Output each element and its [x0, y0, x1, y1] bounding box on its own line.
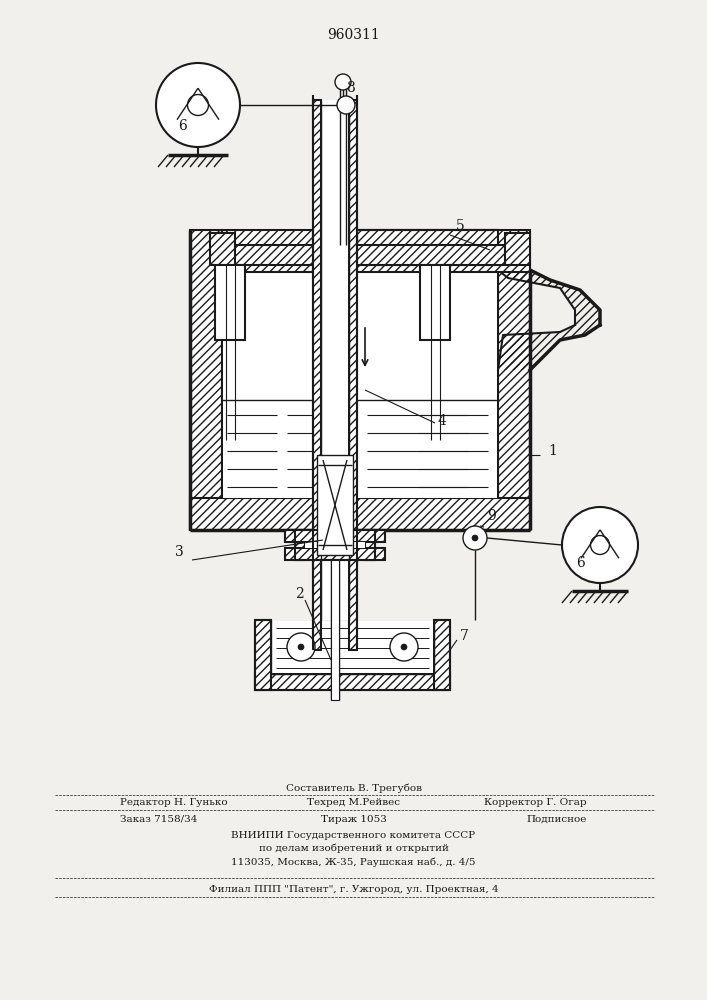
Circle shape [590, 536, 609, 554]
Circle shape [298, 644, 304, 650]
Bar [190, 230, 222, 530]
Bar [434, 620, 450, 690]
Bar [317, 455, 353, 555]
Bar [255, 674, 450, 690]
Text: Филиал ППП "Патент", г. Ужгород, ул. Проектная, 4: Филиал ППП "Патент", г. Ужгород, ул. Про… [209, 884, 498, 894]
Bar [331, 560, 339, 700]
Text: ВНИИПИ Государственного комитета СССР: ВНИИПИ Государственного комитета СССР [231, 830, 476, 840]
Circle shape [390, 633, 418, 661]
Bar [295, 530, 305, 560]
Bar [357, 230, 498, 265]
Text: 960311: 960311 [327, 28, 380, 42]
Circle shape [187, 95, 209, 115]
Text: 4: 4 [438, 414, 447, 428]
Bar [210, 233, 235, 265]
Text: Редактор Н. Гунько: Редактор Н. Гунько [120, 798, 228, 807]
Bar [322, 100, 348, 620]
Bar [223, 400, 497, 498]
Text: 1: 1 [548, 444, 557, 458]
Text: 7: 7 [460, 629, 469, 643]
Text: 113035, Москва, Ж-35, Раушская наб., д. 4/5: 113035, Москва, Ж-35, Раушская наб., д. … [231, 857, 476, 867]
Bar [357, 230, 530, 272]
Text: по делам изобретений и открытий: по делам изобретений и открытий [259, 843, 448, 853]
Bar [349, 100, 357, 650]
Bar [222, 230, 313, 272]
Circle shape [562, 507, 638, 583]
Text: 3: 3 [175, 545, 184, 559]
Bar [255, 620, 271, 690]
Circle shape [472, 535, 478, 541]
Bar [272, 621, 433, 673]
Bar [223, 262, 497, 400]
Text: 9: 9 [487, 509, 496, 523]
Bar [305, 542, 365, 548]
Bar [505, 233, 530, 265]
Bar [285, 530, 385, 542]
Text: 6: 6 [576, 556, 585, 570]
Bar [230, 245, 510, 265]
Bar [215, 265, 245, 340]
Bar [190, 498, 530, 530]
Text: Составитель В. Трегубов: Составитель В. Трегубов [286, 783, 421, 793]
Text: Корректор Г. Огар: Корректор Г. Огар [484, 798, 587, 807]
Bar [285, 548, 385, 560]
Text: 2: 2 [295, 587, 304, 601]
Text: 5: 5 [456, 219, 464, 233]
Text: Заказ 7158/34: Заказ 7158/34 [120, 814, 197, 824]
Text: Тираж 1053: Тираж 1053 [320, 814, 387, 824]
Circle shape [401, 644, 407, 650]
Bar [357, 230, 498, 265]
Circle shape [156, 63, 240, 147]
Bar [313, 100, 321, 650]
Circle shape [463, 526, 487, 550]
Bar [420, 265, 450, 340]
Circle shape [337, 96, 355, 114]
Circle shape [287, 633, 315, 661]
Bar [365, 530, 375, 560]
Circle shape [335, 74, 351, 90]
Text: 6: 6 [178, 119, 187, 133]
Text: Подписное: Подписное [527, 814, 587, 824]
Bar [498, 270, 530, 530]
Text: Техред М.Рейвес: Техред М.Рейвес [307, 798, 400, 807]
Text: 8: 8 [346, 81, 355, 95]
